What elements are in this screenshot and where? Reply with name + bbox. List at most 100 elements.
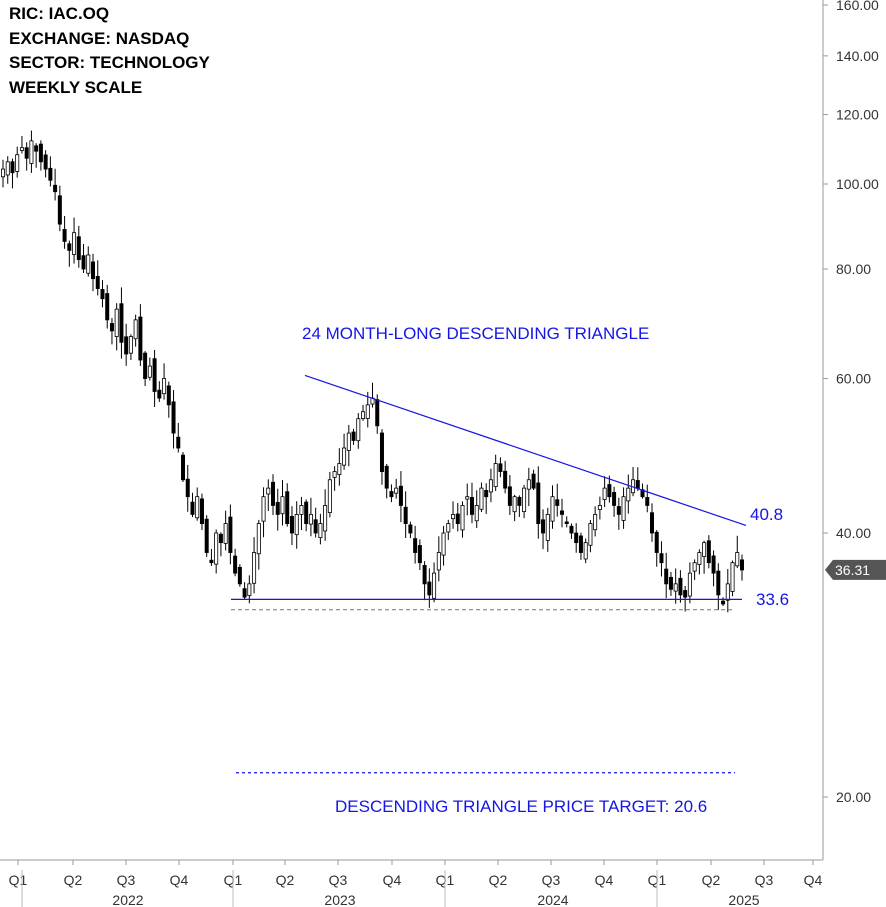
- candle: [474, 490, 479, 528]
- candle-body: [275, 501, 280, 515]
- candle: [76, 225, 81, 268]
- candle-body: [53, 184, 58, 193]
- candle: [403, 491, 408, 538]
- candle-body: [621, 496, 626, 521]
- candle: [498, 457, 503, 478]
- candle-body: [81, 255, 86, 270]
- candle-body: [479, 487, 484, 510]
- candle-body: [318, 523, 323, 538]
- candle-body: [157, 389, 162, 399]
- candle-body: [29, 140, 34, 164]
- candle-body: [114, 308, 119, 337]
- ric-label: RIC: IAC.OQ: [9, 4, 110, 23]
- candle-body: [664, 568, 669, 585]
- candle: [588, 519, 593, 553]
- candle-body: [199, 498, 204, 524]
- candle: [531, 469, 536, 491]
- symbol-info-block: RIC: IAC.OQ EXCHANGE: NASDAQ SECTOR: TEC…: [9, 2, 210, 100]
- candle-body: [389, 491, 394, 498]
- candle-body: [91, 261, 96, 280]
- candle: [488, 468, 493, 503]
- candle-body: [683, 590, 688, 598]
- pattern-annotations: 24 MONTH-LONG DESCENDING TRIANGLE 40.8 33.…: [231, 324, 789, 816]
- candle-body: [38, 143, 43, 163]
- candle-body: [95, 276, 100, 289]
- candle-body: [578, 535, 583, 553]
- candle-body: [119, 303, 124, 343]
- candle-body: [711, 555, 716, 574]
- candle-body: [446, 523, 451, 533]
- candle: [649, 503, 654, 542]
- candle: [266, 479, 271, 512]
- candle-body: [394, 487, 399, 494]
- candle: [72, 217, 77, 264]
- candle: [550, 485, 555, 529]
- candle: [370, 382, 375, 408]
- candle-body: [247, 583, 252, 597]
- candle: [199, 493, 204, 531]
- candle: [621, 487, 626, 529]
- candle-body: [451, 514, 456, 520]
- candle-body: [465, 496, 470, 500]
- candle: [564, 516, 569, 528]
- candle: [29, 130, 34, 173]
- candle: [105, 284, 110, 329]
- candle-body: [10, 161, 15, 174]
- last-price-badge: [825, 559, 886, 580]
- candle-body: [654, 531, 659, 553]
- resistance-trendline: [304, 374, 747, 527]
- candle: [346, 424, 351, 467]
- candle: [53, 168, 58, 201]
- candle: [166, 381, 171, 418]
- candle-body: [602, 487, 607, 500]
- x-tick-label: Q1: [9, 872, 28, 888]
- candle: [147, 357, 152, 381]
- candle: [361, 404, 366, 421]
- candle-body: [67, 243, 72, 251]
- candle: [214, 529, 219, 574]
- candle: [517, 495, 522, 517]
- candle-body: [550, 496, 555, 522]
- candle-body: [5, 161, 10, 176]
- candle-body: [417, 545, 422, 564]
- candle-body: [147, 365, 152, 378]
- candle-body: [597, 505, 602, 511]
- candle: [181, 451, 186, 482]
- candle-body: [574, 532, 579, 544]
- y-tick-label: 140.00: [836, 48, 879, 64]
- candle: [645, 484, 650, 513]
- candle-body: [484, 490, 489, 498]
- candle-body: [138, 316, 143, 361]
- candle: [133, 314, 138, 347]
- candle: [81, 244, 86, 273]
- candle: [394, 478, 399, 499]
- y-tick-label: 120.00: [836, 107, 879, 123]
- candlestick-series: [0, 130, 745, 613]
- candle: [526, 467, 531, 507]
- candle-body: [498, 463, 503, 472]
- candle-body: [474, 505, 479, 522]
- candle-body: [105, 293, 110, 321]
- candle-body: [721, 600, 726, 605]
- y-tick-label: 100.00: [836, 176, 879, 192]
- candle: [697, 549, 702, 575]
- candle: [91, 253, 96, 292]
- candle-body: [323, 505, 328, 532]
- candle-body: [190, 501, 195, 515]
- candle: [379, 429, 384, 485]
- candle-body: [256, 523, 261, 555]
- candle: [740, 554, 745, 581]
- candle: [176, 422, 181, 453]
- candle-body: [346, 432, 351, 451]
- candle-body: [659, 553, 664, 564]
- candle-body: [517, 496, 522, 506]
- candle: [389, 484, 394, 503]
- candle-body: [24, 147, 29, 159]
- candle: [19, 135, 24, 154]
- candle-body: [403, 506, 408, 524]
- candle-body: [109, 323, 114, 332]
- candle-body: [512, 496, 517, 513]
- candle-body: [526, 479, 531, 490]
- candle: [261, 487, 266, 538]
- x-tick-label: Q4: [383, 872, 402, 888]
